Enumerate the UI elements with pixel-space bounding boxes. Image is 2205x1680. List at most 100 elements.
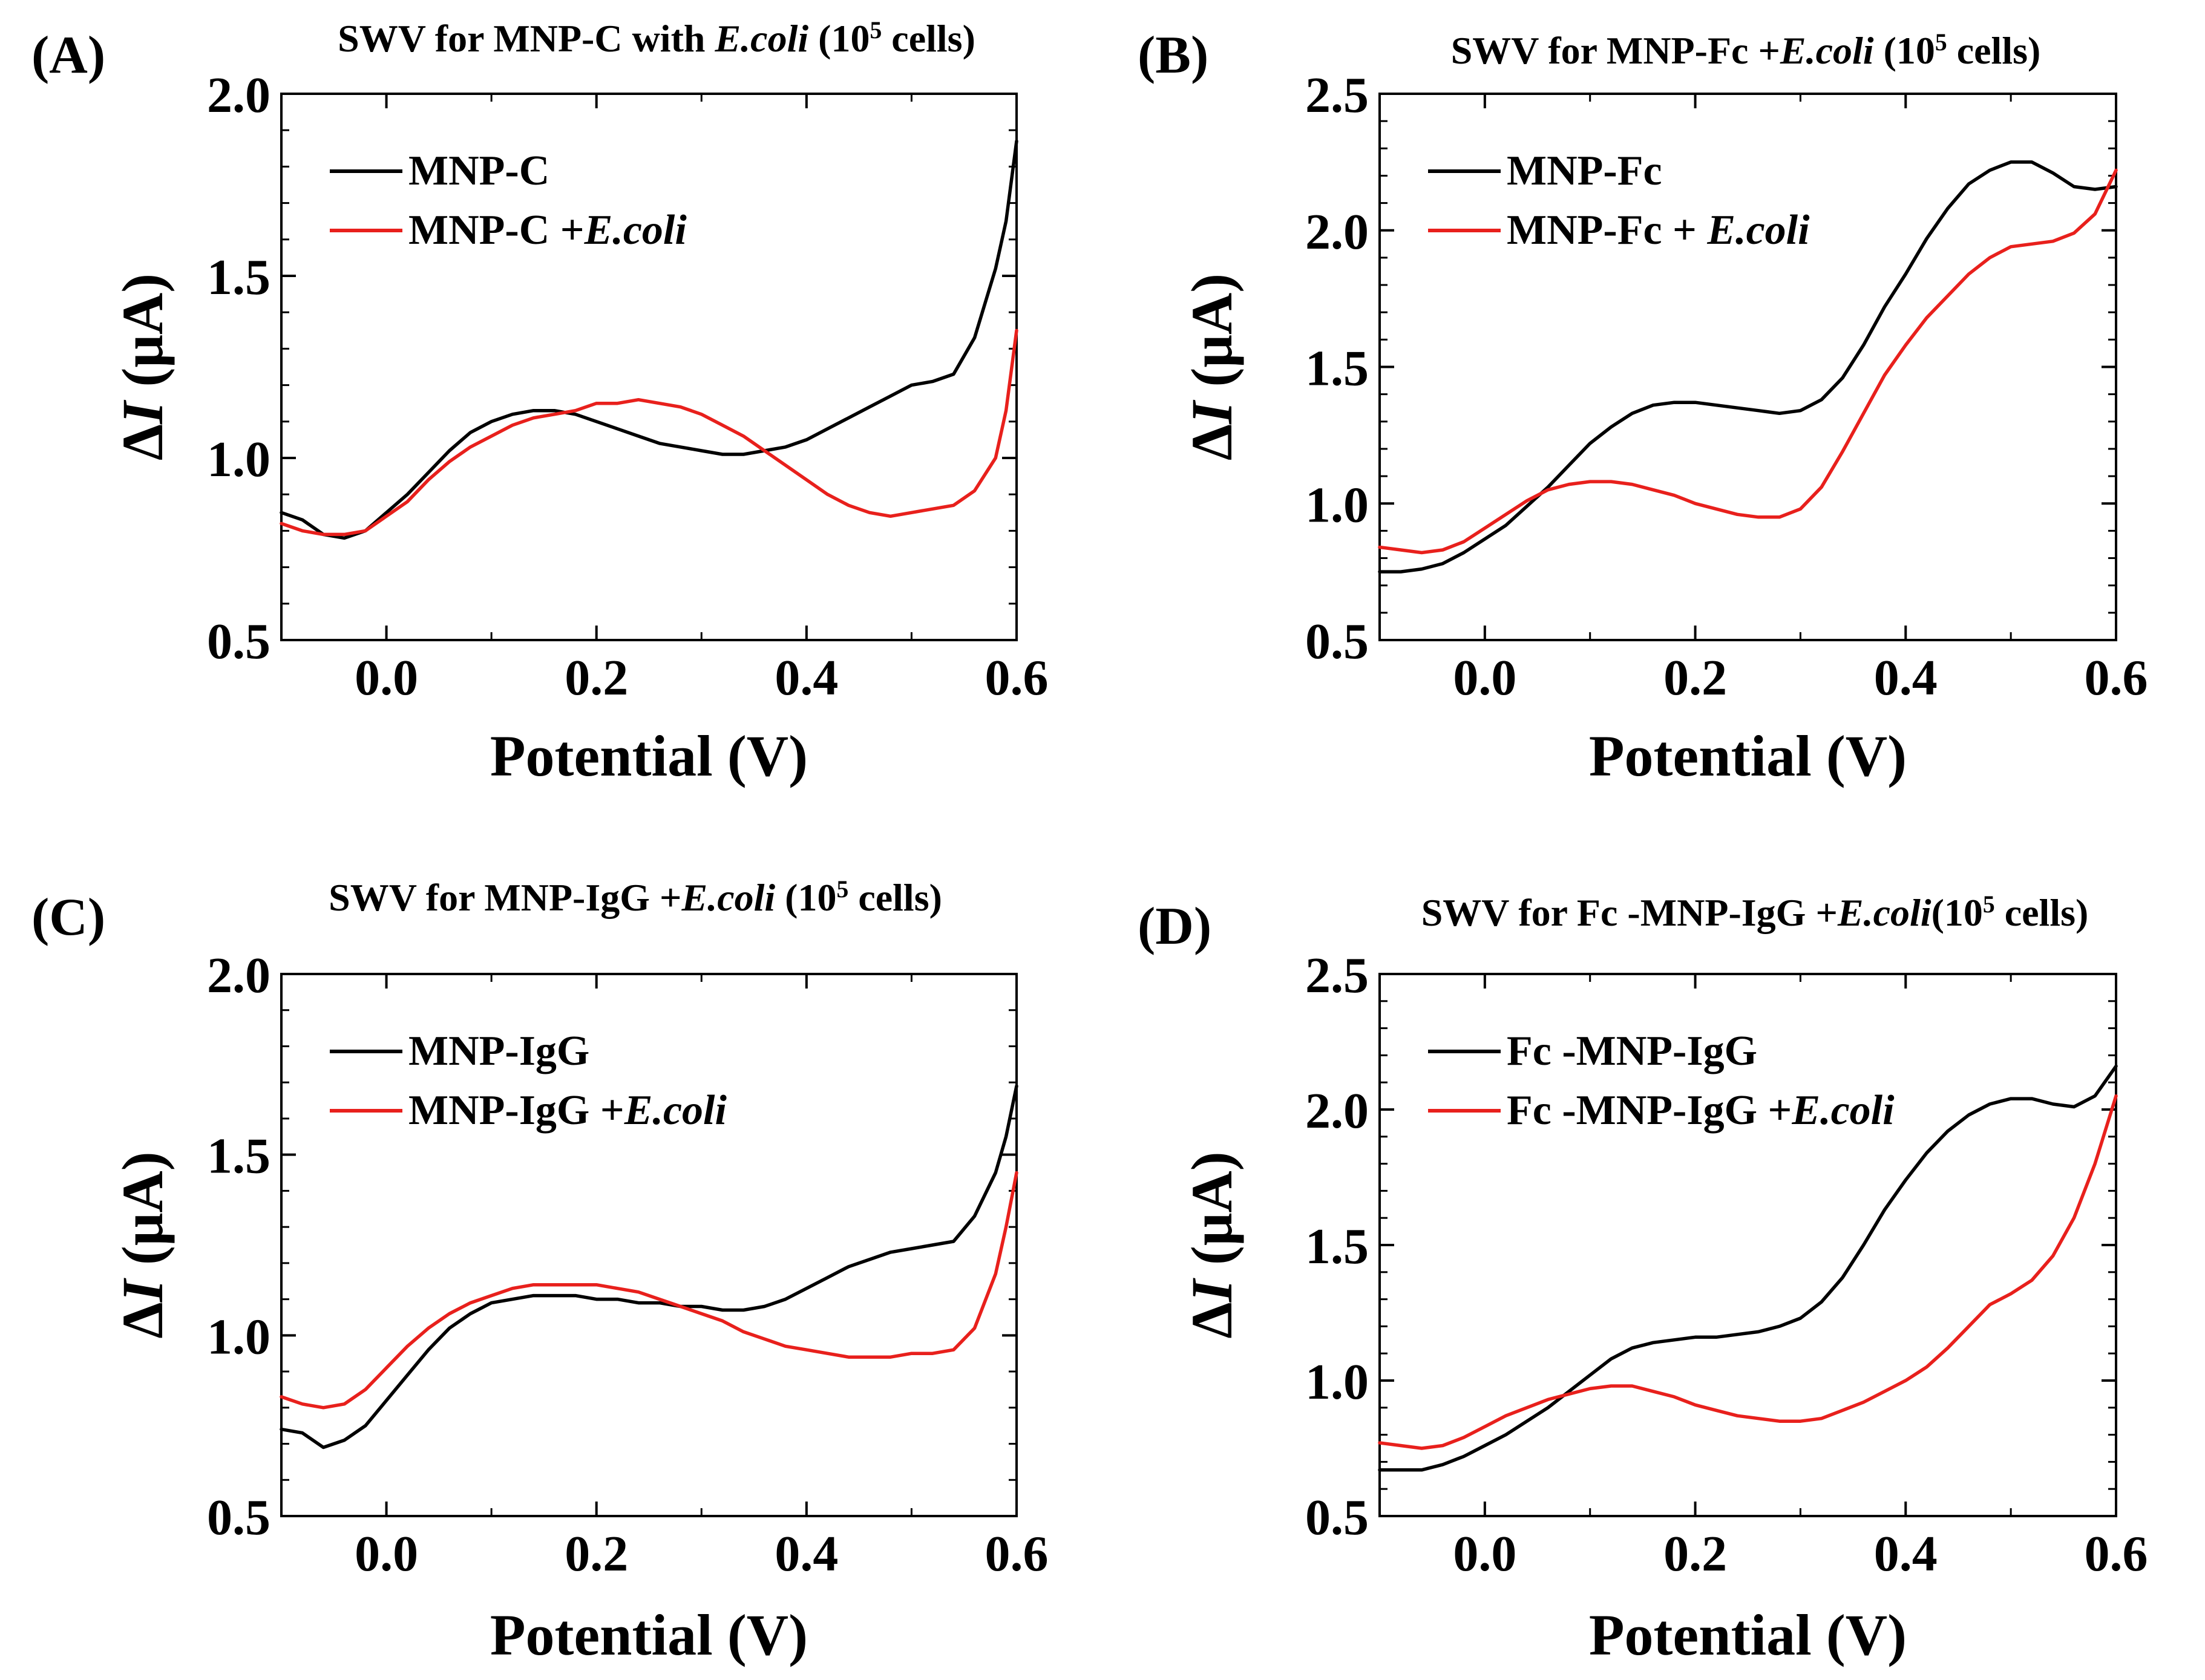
series-line-with-ecoli	[280, 1171, 1018, 1410]
y-tick-label: 2.0	[207, 67, 270, 123]
y-tick-label: 2.0	[1305, 204, 1369, 260]
chart-title-part: E.coli	[1837, 891, 1931, 934]
legend-entry: Fc -MNP-IgG +E.coli	[1507, 1087, 1895, 1134]
chart-title-part: E.coli	[681, 876, 776, 919]
legend-entry-part: E.coli	[1791, 1087, 1895, 1134]
x-tick-label: 0.4	[1874, 650, 1938, 706]
chart-title-part: 5	[1983, 891, 1995, 918]
x-tick-label: 0.0	[1453, 1526, 1516, 1582]
y-tick-label: 1.5	[1305, 341, 1369, 397]
x-tick-label: 0.0	[355, 650, 418, 706]
legend-entry-part: Fc -MNP-IgG +	[1507, 1087, 1792, 1134]
x-axis-label: Potential (V)	[1589, 1603, 1907, 1667]
y-axis-label-part: Δ	[1179, 1302, 1244, 1338]
y-axis-label-part: (μA)	[1179, 1151, 1244, 1280]
chart-title-part: E.coli	[714, 17, 808, 60]
y-axis-label: ΔI (μA)	[110, 273, 175, 460]
chart-title-part: cells)	[1947, 29, 2041, 72]
x-tick-label: 0.2	[565, 1526, 628, 1582]
y-axis-label-part: I	[110, 1277, 175, 1302]
legend-entry-part: MNP-Fc	[1507, 148, 1662, 194]
legend-entry: MNP-IgG	[408, 1028, 589, 1074]
chart-title-part: 5	[870, 17, 882, 44]
x-tick-label: 0.2	[565, 650, 628, 706]
legend-entry-part: MNP-Fc +	[1507, 207, 1707, 253]
chart-panel: (D) SWV for Fc -MNP-IgG +E.coli(105 cells…	[1138, 891, 2148, 1667]
y-axis-label-part: Δ	[110, 424, 175, 460]
y-tick-label: 2.0	[207, 947, 270, 1004]
series-line-control	[1378, 1064, 2118, 1472]
chart-title-part: (10	[808, 17, 870, 60]
chart-title-part: (10	[1874, 29, 1935, 72]
legend-entry: MNP-C +E.coli	[408, 207, 687, 253]
series-line-control	[1378, 160, 2118, 574]
chart-title: SWV for MNP-Fc +E.coli (105 cells)	[1451, 29, 2041, 72]
chart-title-part: E.coli	[1780, 29, 1874, 72]
legend-entry-part: E.coli	[1706, 207, 1810, 253]
chart-title-part: SWV for MNP-IgG +	[329, 876, 681, 919]
legend-entry-part: MNP-IgG	[408, 1028, 589, 1074]
y-axis-label-part: (μA)	[110, 1151, 175, 1280]
y-axis-label-part: (μA)	[1179, 273, 1244, 402]
legend-entry-part: MNP-C	[408, 148, 549, 194]
legend-entry: MNP-IgG +E.coli	[408, 1087, 727, 1134]
x-tick-label: 0.4	[775, 650, 838, 706]
y-tick-label: 1.5	[1305, 1218, 1369, 1275]
chart-panel: (A) SWV for MNP-C with E.coli (105 cells)…	[31, 17, 1049, 788]
chart-title-part: cells)	[1995, 891, 2089, 934]
chart-title-part: (10	[775, 876, 836, 919]
chart-title-part: 5	[1935, 29, 1947, 56]
legend-entry-part: E.coli	[584, 207, 687, 253]
y-tick-label: 1.0	[207, 1309, 270, 1365]
x-tick-label: 0.6	[985, 650, 1049, 706]
legend-entry: MNP-C	[408, 148, 549, 194]
y-axis-label-part: I	[110, 399, 175, 425]
x-axis-label: Potential (V)	[1589, 724, 1907, 788]
x-tick-label: 0.0	[1453, 650, 1516, 706]
chart-title-part: cells)	[848, 876, 942, 919]
plot-frame	[1378, 93, 2117, 641]
legend-entry: MNP-Fc + E.coli	[1507, 207, 1810, 253]
chart-title-part: cells)	[882, 17, 975, 60]
y-tick-label: 2.0	[1305, 1083, 1369, 1139]
y-tick-label: 1.0	[1305, 1354, 1369, 1410]
chart-title: SWV for Fc -MNP-IgG +E.coli(105 cells)	[1421, 891, 2089, 934]
chart-title-part: SWV for MNP-Fc +	[1451, 29, 1780, 72]
y-axis-label: ΔI (μA)	[1179, 1151, 1244, 1338]
y-axis-label-part: I	[1179, 399, 1244, 425]
x-tick-label: 0.6	[2085, 1526, 2148, 1582]
y-tick-label: 0.5	[1305, 1489, 1369, 1546]
y-tick-label: 0.5	[207, 613, 270, 670]
panel-label: (B)	[1138, 26, 1208, 85]
y-axis-label-part: Δ	[1179, 424, 1244, 460]
chart-title-part: (10	[1931, 891, 1983, 934]
x-axis-label: Potential (V)	[490, 724, 808, 788]
y-tick-label: 1.5	[207, 249, 270, 306]
chart-title-part: SWV for MNP-C with	[338, 17, 715, 60]
y-axis-label: ΔI (μA)	[1179, 273, 1244, 460]
y-tick-label: 1.0	[207, 431, 270, 488]
chart-title: SWV for MNP-C with E.coli (105 cells)	[338, 17, 975, 60]
y-tick-label: 1.0	[1305, 477, 1369, 533]
y-axis-label-part: (μA)	[110, 273, 175, 402]
y-axis-label-part: Δ	[110, 1302, 175, 1338]
x-tick-label: 0.4	[1874, 1526, 1938, 1582]
x-tick-label: 0.6	[985, 1526, 1049, 1582]
panel-label: (D)	[1138, 897, 1211, 956]
series-line-control	[280, 139, 1018, 540]
y-tick-label: 0.5	[1305, 613, 1369, 670]
x-tick-label: 0.6	[2085, 650, 2148, 706]
x-axis-label: Potential (V)	[490, 1603, 808, 1667]
legend-entry: Fc -MNP-IgG	[1507, 1028, 1757, 1074]
panel-label: (A)	[31, 26, 105, 85]
x-tick-label: 0.2	[1663, 1526, 1727, 1582]
chart-title: SWV for MNP-IgG +E.coli (105 cells)	[329, 876, 942, 919]
y-axis-label: ΔI (μA)	[110, 1151, 175, 1338]
plot-frame	[280, 93, 1018, 641]
plot-frame	[280, 973, 1018, 1517]
legend-entry-part: E.coli	[624, 1087, 727, 1134]
x-tick-label: 0.2	[1663, 650, 1727, 706]
y-tick-label: 0.5	[207, 1489, 270, 1546]
series-line-with-ecoli	[280, 328, 1018, 537]
